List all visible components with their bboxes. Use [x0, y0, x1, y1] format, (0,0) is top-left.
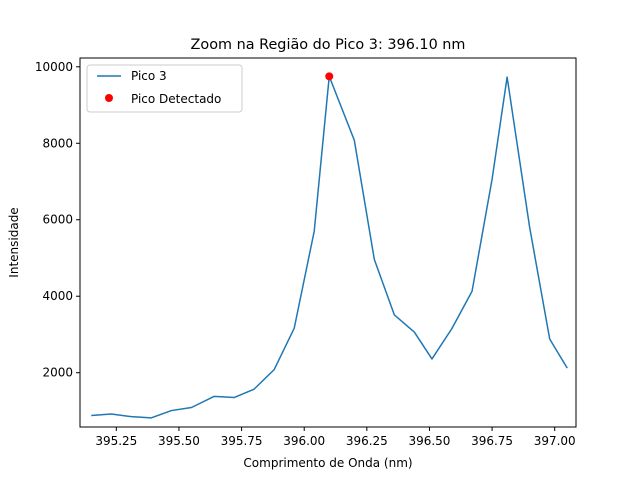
x-tick-label: 396.50 — [408, 434, 450, 448]
x-tick-label: 395.25 — [95, 434, 137, 448]
x-tick-label: 396.25 — [346, 434, 388, 448]
y-tick-label: 8000 — [42, 136, 73, 150]
detected-peak-marker — [325, 72, 334, 81]
x-tick-label: 397.00 — [534, 434, 576, 448]
y-tick-label: 6000 — [42, 213, 73, 227]
y-axis-ticks: 2000 4000 6000 8000 10000 — [35, 60, 80, 380]
legend-label-pico-detectado: Pico Detectado — [131, 92, 221, 106]
x-tick-label: 396.75 — [471, 434, 513, 448]
x-axis-label: Comprimento de Onda (nm) — [243, 456, 412, 470]
y-tick-label: 2000 — [42, 366, 73, 380]
chart-title: Zoom na Região do Pico 3: 396.10 nm — [191, 37, 466, 53]
x-tick-label: 395.50 — [158, 434, 200, 448]
axes-frame — [79, 57, 577, 428]
x-axis-ticks: 395.25 395.50 395.75 396.00 396.25 396.50 396.… — [95, 427, 576, 448]
legend-label-pico-3: Pico 3 — [131, 69, 167, 83]
plot-area — [91, 72, 568, 419]
y-tick-label: 4000 — [42, 289, 73, 303]
legend-marker-swatch — [105, 94, 113, 102]
x-tick-label: 395.75 — [221, 434, 263, 448]
y-axis-label: Intensidade — [7, 207, 21, 277]
legend: Pico 3 Pico Detectado — [86, 64, 243, 113]
legend-box — [86, 64, 243, 113]
y-tick-label: 10000 — [35, 60, 73, 74]
x-tick-label: 396.00 — [283, 434, 325, 448]
